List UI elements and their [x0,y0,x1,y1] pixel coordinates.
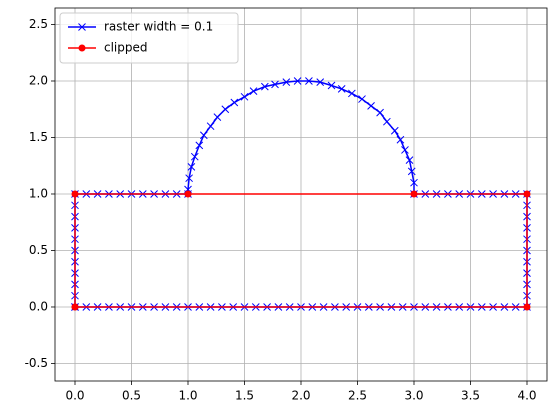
marker [337,85,346,93]
marker [190,152,199,161]
marker [327,81,336,90]
x-tick-label: 4.0 [517,389,536,403]
marker [410,190,418,198]
x-tick-label: 3.0 [404,389,423,403]
legend-box [59,12,239,64]
marker [293,77,302,85]
legend-label: clipped [104,41,148,55]
marker [390,126,399,135]
y-tick-label: 1.5 [29,130,48,144]
marker [206,122,215,131]
marker [523,303,531,311]
legend-label: raster width = 0.1 [104,20,213,34]
marker [240,92,249,101]
x-tick-label: 2.0 [291,389,310,403]
marker [407,167,416,176]
marker [78,23,86,31]
y-tick-label: -0.5 [25,356,48,370]
y-tick-label: 0.5 [29,243,48,257]
marker [376,108,384,117]
marker [523,190,531,198]
x-tick-label: 1.0 [178,389,197,403]
marker [383,117,391,126]
marker [260,82,269,91]
marker [184,190,192,198]
x-tick-label: 1.5 [235,389,254,403]
marker [71,303,79,311]
x-tick-label: 0.0 [65,389,84,403]
marker [195,141,204,150]
marker [305,77,313,85]
marker [396,135,405,144]
marker [282,78,291,86]
marker [405,156,414,164]
y-tick-label: 2.5 [29,17,48,31]
y-tick-label: 2.0 [29,73,48,87]
x-tick-label: 0.5 [122,389,141,403]
marker [221,105,230,114]
marker [213,113,222,122]
x-tick-label: 2.5 [348,389,367,403]
marker [187,163,196,171]
marker [71,190,79,198]
marker [271,80,279,89]
marker [249,87,258,96]
marker [367,102,375,110]
marker [316,78,325,86]
marker [199,131,208,140]
marker [347,89,356,98]
marker [410,178,418,187]
marker [401,146,409,154]
marker [78,44,86,52]
y-tick-label: 1.0 [29,186,48,200]
y-tick-label: 0.0 [29,299,48,313]
x-tick-label: 3.5 [461,389,480,403]
marker [358,95,366,103]
marker [185,174,193,183]
marker [230,98,239,107]
axes-frame [54,7,548,382]
